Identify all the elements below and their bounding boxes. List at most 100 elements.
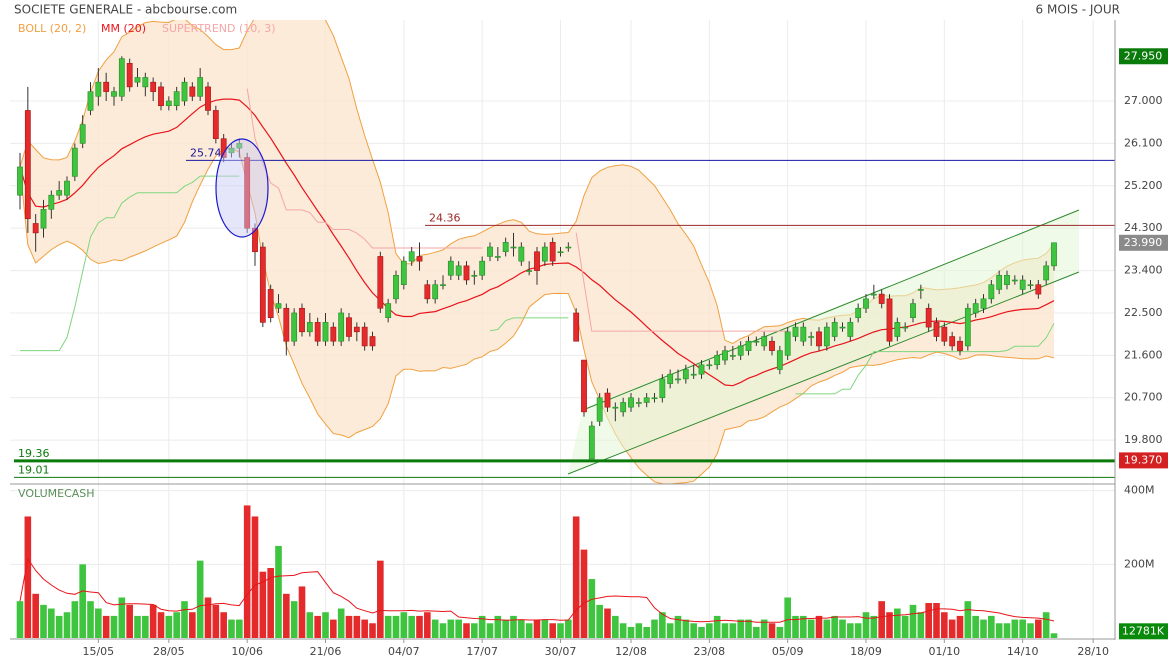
candle-body [847, 322, 854, 337]
candle-body [800, 326, 807, 342]
x-tick-label: 05/09 [772, 645, 804, 658]
volume-bar [510, 615, 517, 638]
volume-bar [682, 619, 690, 638]
volume-bar [48, 608, 55, 638]
candle-body [675, 378, 681, 381]
supertrend [20, 175, 240, 352]
candle-body [306, 322, 313, 333]
volume-bar [416, 615, 423, 638]
volume-bar [635, 623, 643, 638]
y-tick-label: 24.300 [1124, 221, 1163, 234]
candle-body [142, 77, 149, 88]
price-marker [1119, 234, 1168, 251]
volume-bar [243, 505, 251, 638]
volume-bar [572, 516, 580, 638]
volume-bar [1042, 612, 1050, 638]
volume-bar [110, 615, 118, 638]
candle-body [894, 322, 901, 337]
volume-bar [847, 623, 854, 638]
candle-body [549, 242, 556, 262]
volume-bar [384, 615, 392, 638]
candle-body [941, 326, 948, 342]
candle-body [792, 326, 799, 337]
candle-body [228, 147, 235, 154]
x-tick-label: 17/07 [466, 645, 498, 658]
candle-body [393, 274, 399, 300]
candle-body [1027, 284, 1034, 287]
candle-body [369, 336, 376, 347]
candle-body [588, 425, 595, 460]
volume-bar [55, 615, 63, 638]
channel-line [582, 209, 1080, 411]
channel-fill [568, 210, 1079, 474]
candle-body [416, 256, 423, 262]
candle-body [64, 180, 70, 196]
volume-bar [330, 619, 337, 638]
volume-bar [901, 615, 909, 638]
candle-body [212, 110, 219, 139]
volume-bar [792, 615, 799, 638]
candle-body [424, 284, 431, 300]
candle-body [855, 307, 862, 318]
volume-bar [854, 623, 862, 638]
volume-bar [173, 612, 180, 638]
volume-bar [627, 626, 635, 638]
volume-bar [588, 579, 596, 638]
volume-bar [878, 601, 885, 638]
volume-bar [948, 619, 956, 638]
volume-bar [478, 615, 486, 638]
volume-bar [909, 604, 917, 638]
volume-bar [95, 608, 102, 638]
volume-bar [259, 571, 267, 638]
volume-bar [674, 615, 682, 638]
candle-body [17, 166, 23, 196]
candle-body [816, 331, 822, 347]
volume-bar [619, 623, 627, 638]
candle-body [165, 100, 172, 107]
volume-bar [753, 626, 760, 638]
candle-body [134, 77, 141, 83]
volume-tick-label: 400M [1124, 484, 1155, 497]
volume-bar [956, 615, 964, 638]
candle-body [753, 340, 760, 343]
candle-body [573, 312, 580, 342]
volume-bar [933, 603, 940, 638]
volume-legend: VOLUMECASH [18, 487, 95, 500]
candle-body [737, 345, 744, 356]
x-tick-label: 21/06 [310, 645, 342, 658]
volume-bar [220, 612, 227, 638]
volume-bar [400, 612, 408, 638]
volume-bar [424, 612, 431, 638]
candle-body [886, 298, 893, 342]
candle-body [988, 284, 995, 300]
volume-bar [102, 615, 110, 638]
candle-body [628, 397, 634, 408]
candle-body [103, 81, 110, 92]
volume-bar [525, 623, 533, 638]
candle-body [996, 274, 1003, 290]
candle-body [95, 81, 102, 97]
volume-bar [565, 619, 572, 638]
level-label: 19.01 [18, 463, 50, 476]
price-panel: 25.74 24.36 19.36 19.01 [14, 20, 1115, 484]
volume-bar [815, 615, 823, 638]
candle-body [1019, 279, 1026, 290]
volume-bar [63, 612, 71, 638]
volume-bar [189, 612, 196, 638]
volume-bar [1027, 623, 1034, 638]
candle-body [596, 397, 603, 422]
candle-body [455, 265, 462, 276]
volume-bar [1003, 623, 1011, 638]
volume-bar [972, 615, 979, 638]
candle-body [118, 58, 125, 97]
level-label: 19.36 [18, 447, 50, 460]
volume-bar [298, 586, 306, 638]
x-tick-label: 15/05 [82, 645, 114, 658]
volume-bar [549, 623, 556, 638]
volume-bar [580, 549, 588, 638]
volume-bar [651, 619, 658, 638]
candle-body [244, 157, 251, 229]
volume-bar [431, 619, 439, 638]
volume-bar [518, 619, 525, 638]
price-marker [1119, 48, 1168, 65]
